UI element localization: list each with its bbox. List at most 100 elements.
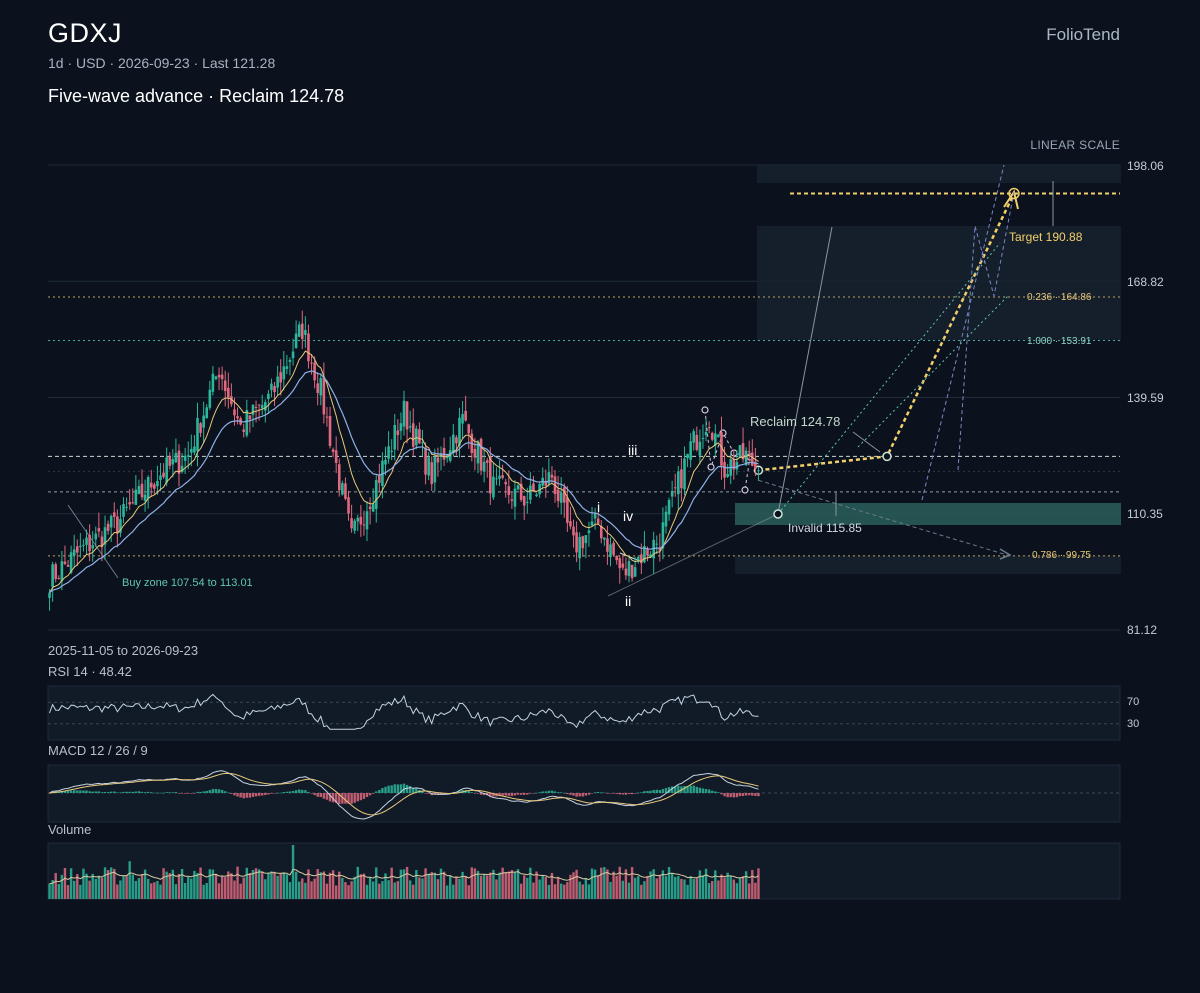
candle-body <box>606 538 609 552</box>
candle-body <box>735 461 739 470</box>
candle <box>51 561 54 602</box>
reclaim-label: Reclaim 124.78 <box>750 414 840 429</box>
candle-body <box>612 542 615 555</box>
macd-histogram-bar <box>220 789 224 793</box>
candle-body <box>433 456 437 483</box>
candle-body <box>507 486 511 495</box>
candle-body <box>251 404 255 415</box>
candle <box>467 423 471 449</box>
macd-histogram-bar <box>439 793 443 795</box>
candle-body <box>411 423 415 447</box>
volume-bar <box>476 870 480 899</box>
volume-panel-title: Volume <box>48 822 92 837</box>
macd-histogram-bar <box>723 793 726 797</box>
candle <box>559 477 563 515</box>
candle-body <box>550 474 554 478</box>
candle <box>627 556 631 583</box>
candle <box>273 382 276 407</box>
rsi-level-70: 70 <box>1127 696 1140 708</box>
projection-zone-upper <box>757 226 1121 340</box>
macd-histogram-bar <box>69 790 73 793</box>
ma-slow-line <box>49 370 759 594</box>
candle-body <box>652 539 655 559</box>
candle-body <box>94 533 98 540</box>
macd-histogram-bar <box>566 793 569 795</box>
candle <box>599 520 603 544</box>
candle-body <box>667 500 671 515</box>
macd-histogram-bar <box>180 793 184 794</box>
candle-body <box>384 459 387 465</box>
candle-body <box>230 396 233 405</box>
macd-histogram-bar <box>63 790 67 793</box>
macd-histogram-bar <box>91 791 94 793</box>
candle-body <box>717 434 720 438</box>
macd-histogram-bar <box>143 792 147 793</box>
volume-bar <box>504 872 507 899</box>
scale-mode-label[interactable]: LINEAR SCALE <box>1030 138 1120 152</box>
candle <box>60 550 64 591</box>
candle-body <box>263 402 267 411</box>
candle-body <box>322 377 326 415</box>
volume-bar <box>430 872 433 899</box>
chart-subtitle: 1d · USD · 2026-09-23 · Last 121.28 <box>48 55 276 71</box>
macd-histogram-bar <box>125 791 128 793</box>
candle-body <box>131 502 135 504</box>
volume-bar <box>492 869 495 899</box>
volume-bar <box>652 869 655 899</box>
candle <box>411 408 415 456</box>
level-lines <box>48 192 1120 557</box>
projection-node-marker <box>882 451 892 462</box>
candles-layer[interactable] <box>48 310 760 611</box>
macd-histogram-bar <box>479 793 483 795</box>
candle <box>686 453 689 468</box>
volume-bar <box>735 883 739 899</box>
candle-body <box>106 523 110 531</box>
macd-histogram-bar <box>532 793 535 794</box>
candle <box>220 366 224 391</box>
volume-bar <box>393 882 396 899</box>
candle-body <box>174 452 178 463</box>
macd-histogram-bar <box>251 793 255 797</box>
candle <box>94 526 98 548</box>
fib-label: 0.236 · 164.86 <box>1027 292 1092 303</box>
candle-body <box>378 475 381 483</box>
candle-body <box>476 441 480 464</box>
candle-body <box>489 456 492 494</box>
macd-histogram-bar <box>368 793 372 796</box>
candle-body <box>599 525 603 539</box>
volume-bar <box>57 883 60 899</box>
volume-bar <box>405 866 409 899</box>
candle <box>270 378 273 398</box>
volume-bar <box>202 884 205 899</box>
volume-bar <box>69 868 73 899</box>
macd-histogram-bar <box>637 792 640 794</box>
volume-bar <box>670 872 674 899</box>
candle-body <box>581 536 585 549</box>
volume-bar <box>489 872 492 899</box>
candle <box>556 475 560 508</box>
macd-histogram-bar <box>627 793 631 795</box>
volume-bar <box>310 881 313 899</box>
candle-body <box>267 393 270 400</box>
macd-histogram-bar <box>313 793 316 796</box>
candle <box>578 532 581 571</box>
volume-bar <box>445 885 449 899</box>
candle <box>501 464 504 480</box>
macd-histogram-bar <box>732 793 736 798</box>
macd-histogram-bar <box>316 793 319 797</box>
macd-histogram-bar <box>334 793 338 803</box>
volume-bar <box>467 885 470 899</box>
macd-histogram-bar <box>199 791 202 793</box>
volume-bar <box>313 878 316 899</box>
macd-histogram-bar <box>248 793 252 798</box>
candle-body <box>128 502 131 505</box>
volume-bar <box>378 883 381 899</box>
candle-body <box>578 536 581 559</box>
target-label: Target 190.88 <box>1009 230 1083 244</box>
volume-bar <box>365 884 369 899</box>
macd-histogram-bar <box>408 786 412 793</box>
candle <box>492 462 495 501</box>
volume-bar <box>217 883 221 899</box>
candle <box>316 372 319 406</box>
